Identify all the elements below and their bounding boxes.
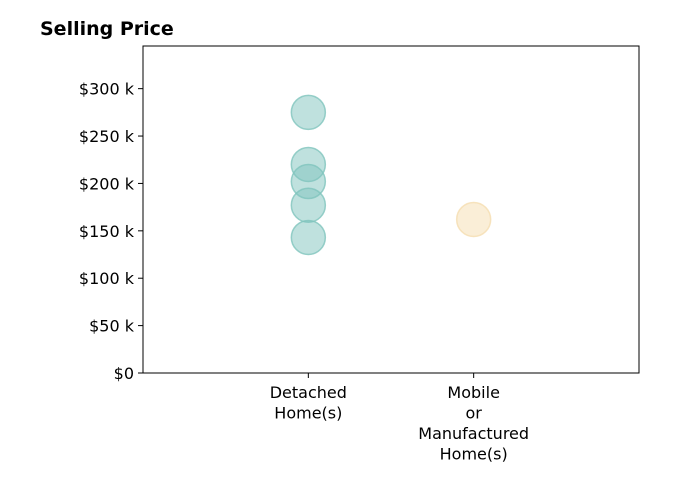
data-point [290, 219, 327, 256]
x-axis: Detached Home(s) Mobile or Manufactured Home(… [270, 373, 529, 464]
x-category-label: Detached Home(s) [270, 383, 347, 423]
y-tick-label: $100 k [79, 269, 135, 288]
data-point [290, 94, 327, 131]
data-point [455, 201, 492, 238]
x-category-label-line: or [465, 404, 482, 423]
data-points [290, 94, 492, 256]
y-axis: $0 $50 k $100 k $150 k $200 k $250 k $300 k [79, 80, 143, 383]
y-tick-label: $200 k [79, 174, 135, 193]
x-category-label: Mobile or Manufactured Home(s) [418, 383, 529, 464]
x-category-label-line: Mobile [447, 383, 499, 402]
plot-frame [142, 45, 640, 374]
x-category-label-line: Home(s) [440, 445, 508, 464]
y-tick-label: $0 [114, 364, 134, 383]
data-point [290, 187, 327, 223]
x-category-label-line: Home(s) [274, 404, 342, 423]
y-tick-label: $300 k [79, 80, 135, 99]
x-category-label-line: Manufactured [418, 424, 529, 443]
y-tick-label: $250 k [79, 127, 135, 146]
y-tick-label: $50 k [89, 317, 135, 336]
x-category-label-line: Detached [270, 383, 347, 402]
y-tick-label: $150 k [79, 222, 135, 241]
chart-title: Selling Price [40, 18, 174, 40]
